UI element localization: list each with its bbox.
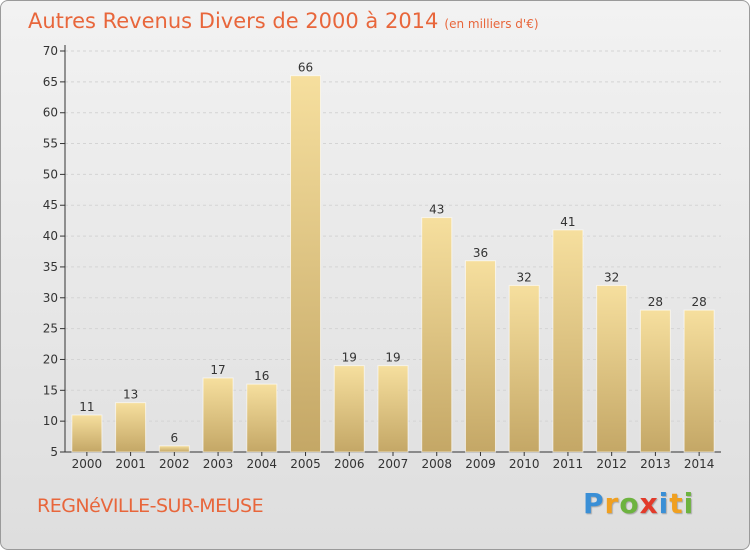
bar	[202, 377, 234, 453]
logo-letter: P	[583, 487, 605, 520]
y-tick-label: 20	[43, 352, 58, 366]
bar	[596, 284, 628, 453]
chart-subtitle: (en milliers d'€)	[444, 17, 539, 31]
x-tick-label: 2007	[378, 457, 409, 471]
bar-value-label: 43	[429, 203, 444, 217]
bar	[683, 309, 715, 453]
y-tick-label: 40	[43, 229, 58, 243]
x-tick-label: 2000	[72, 457, 103, 471]
y-tick-label: 65	[43, 75, 58, 89]
x-tick-label: 2002	[159, 457, 190, 471]
x-tick-label: 2005	[290, 457, 321, 471]
x-tick-label: 2013	[640, 457, 671, 471]
y-tick-label: 30	[43, 291, 58, 305]
bar	[333, 365, 365, 453]
y-tick-label: 15	[43, 383, 58, 397]
logo-letter: i	[683, 487, 695, 520]
chart-title: Autres Revenus Divers de 2000 à 2014 (en …	[28, 9, 539, 33]
bar	[290, 75, 322, 453]
y-tick-label: 10	[43, 414, 58, 428]
x-tick-label: 2004	[247, 457, 278, 471]
logo-letter: r	[604, 487, 620, 520]
y-tick-label: 50	[43, 167, 58, 181]
bar-value-label: 19	[342, 351, 357, 365]
logo-letter: t	[669, 487, 684, 520]
bar-value-label: 36	[473, 246, 488, 260]
y-tick-label: 5	[50, 445, 58, 459]
logo-letter: x	[639, 487, 659, 520]
y-tick-label: 35	[43, 260, 58, 274]
bar-value-label: 41	[560, 215, 575, 229]
bar	[464, 260, 496, 453]
bar-value-label: 28	[648, 295, 663, 309]
bar-value-label: 66	[298, 61, 313, 75]
bar-value-label: 13	[123, 388, 138, 402]
y-tick-label: 25	[43, 322, 58, 336]
logo-letter: i	[658, 487, 670, 520]
bar	[508, 284, 540, 453]
bar-value-label: 17	[210, 363, 225, 377]
bar-value-label: 16	[254, 369, 269, 383]
logo-letter: o	[619, 487, 640, 520]
y-tick-label: 70	[43, 44, 58, 58]
x-tick-label: 2008	[421, 457, 452, 471]
commune-name: REGNéVILLE-SUR-MEUSE	[37, 495, 264, 517]
bar-value-label: 11	[79, 400, 94, 414]
x-tick-label: 2003	[203, 457, 234, 471]
bar-value-label: 32	[604, 270, 619, 284]
bar	[552, 229, 584, 453]
bar	[639, 309, 671, 453]
bar	[71, 414, 103, 453]
bar	[421, 217, 453, 453]
x-tick-label: 2006	[334, 457, 365, 471]
bar	[158, 445, 190, 453]
x-tick-label: 2010	[509, 457, 540, 471]
y-tick-label: 45	[43, 198, 58, 212]
y-tick-label: 55	[43, 137, 58, 151]
x-tick-label: 2009	[465, 457, 496, 471]
y-tick-label: 60	[43, 106, 58, 120]
bar-value-label: 6	[171, 431, 179, 445]
bar	[115, 402, 147, 453]
x-tick-label: 2001	[115, 457, 146, 471]
x-tick-label: 2012	[596, 457, 627, 471]
x-tick-label: 2014	[684, 457, 715, 471]
bar	[246, 383, 278, 453]
bar-value-label: 19	[385, 351, 400, 365]
chart-title-text: Autres Revenus Divers de 2000 à 2014	[28, 9, 439, 33]
x-tick-label: 2011	[553, 457, 584, 471]
bar-value-label: 32	[517, 270, 532, 284]
proxiti-logo[interactable]: Proxiti	[583, 487, 694, 520]
bar-value-label: 28	[691, 295, 706, 309]
bar	[377, 365, 409, 453]
